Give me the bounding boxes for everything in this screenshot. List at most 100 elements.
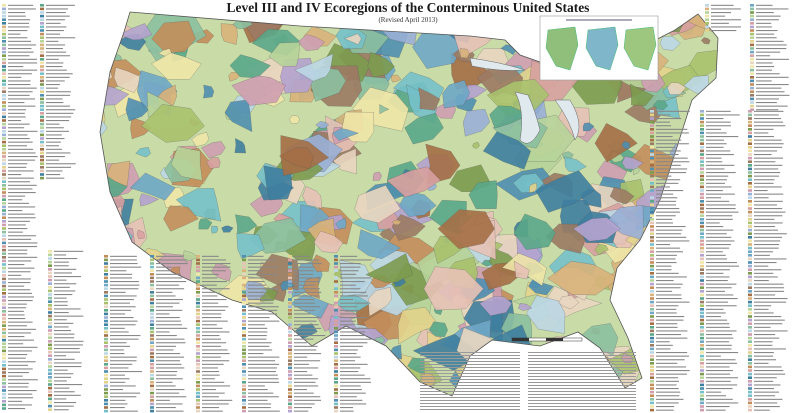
legend-swatch	[242, 402, 246, 406]
map-title: Level III and IV Ecoregions of the Conte…	[227, 0, 590, 15]
legend-swatch	[242, 377, 246, 380]
legend-text	[8, 404, 32, 406]
legend-text	[202, 313, 222, 315]
legend-text	[54, 272, 72, 274]
legend-text	[8, 188, 33, 190]
legend-swatch	[48, 347, 52, 350]
legend-text	[156, 353, 181, 355]
legend-text	[656, 377, 679, 379]
legend-swatch	[288, 337, 292, 341]
legend-swatch	[650, 174, 654, 178]
legend-swatch	[650, 365, 654, 369]
legend-swatch	[334, 287, 338, 290]
legend-swatch	[748, 354, 752, 358]
legend-swatch	[700, 318, 704, 322]
legend-text	[248, 407, 271, 409]
legend-swatch	[650, 257, 654, 261]
legend-text	[8, 102, 25, 104]
legend	[2, 4, 790, 413]
legend-swatch	[104, 359, 108, 362]
legend-swatch	[2, 112, 6, 115]
legend-text	[110, 263, 138, 265]
legend-swatch	[288, 352, 292, 355]
legend-text	[46, 159, 60, 161]
legend-swatch	[748, 290, 752, 293]
legend-text	[156, 381, 173, 383]
legend-text	[754, 366, 782, 368]
legend-text	[54, 279, 67, 281]
legend-text	[656, 128, 688, 130]
legend-text	[248, 392, 274, 394]
legend-swatch	[2, 133, 6, 137]
legend-swatch	[705, 4, 709, 7]
notes-text	[528, 379, 636, 380]
legend-swatch	[2, 245, 6, 248]
legend-swatch	[650, 142, 654, 145]
legend-text	[656, 406, 675, 408]
legend-swatch	[196, 359, 200, 362]
scale-bar-seg	[546, 338, 563, 341]
ecoregion	[344, 33, 362, 45]
legend-text	[656, 182, 679, 184]
legend-text	[706, 200, 730, 202]
legend-text	[756, 55, 771, 57]
legend-text	[8, 138, 30, 140]
legend-swatch	[150, 359, 154, 362]
legend-swatch	[40, 119, 44, 122]
notes-text	[528, 376, 636, 377]
legend-swatch	[650, 246, 654, 250]
legend-swatch	[700, 268, 704, 271]
legend-text	[8, 195, 26, 197]
legend-text	[754, 380, 774, 382]
scale-bar-seg	[512, 338, 529, 341]
legend-swatch	[2, 274, 6, 277]
ecoregion	[428, 321, 448, 337]
legend-text	[156, 399, 170, 401]
legend-text	[8, 40, 32, 42]
legend-text	[46, 102, 64, 104]
legend-swatch	[288, 391, 292, 395]
legend-swatch	[48, 318, 52, 321]
legend-text	[656, 319, 684, 321]
ecoregion	[289, 115, 300, 125]
legend-text	[202, 349, 228, 351]
legend-swatch	[150, 323, 154, 326]
legend-text	[110, 403, 128, 405]
ecoregion	[594, 123, 638, 163]
legend-text	[46, 26, 67, 28]
notes-text	[420, 370, 520, 371]
legend-swatch	[150, 269, 154, 272]
legend-text	[54, 405, 74, 407]
legend-text	[8, 202, 30, 204]
legend-text	[156, 263, 188, 265]
legend-text	[711, 30, 737, 32]
legend-swatch	[2, 108, 6, 111]
legend-swatch	[650, 124, 654, 127]
legend-text	[8, 145, 28, 147]
legend-swatch	[750, 94, 754, 97]
legend-swatch	[705, 18, 709, 21]
legend-text	[156, 273, 181, 275]
legend-swatch	[748, 203, 752, 207]
legend-swatch	[700, 326, 704, 329]
legend-swatch	[196, 352, 200, 355]
ecoregion	[170, 146, 203, 181]
legend-text	[202, 371, 220, 373]
legend-swatch	[40, 47, 44, 50]
legend-text	[294, 277, 321, 279]
legend-text	[340, 270, 359, 272]
legend-swatch	[2, 61, 6, 65]
legend-swatch	[288, 294, 292, 298]
ecoregion	[701, 37, 711, 45]
legend-swatch	[40, 58, 44, 61]
legend-swatch	[104, 399, 108, 402]
legend-swatch	[650, 272, 654, 275]
legend-text	[8, 15, 26, 17]
ecoregion	[139, 193, 159, 207]
legend-text	[656, 305, 679, 307]
legend-text	[46, 66, 63, 68]
legend-text	[294, 273, 314, 275]
legend-swatch	[705, 25, 709, 29]
legend-swatch	[334, 370, 338, 373]
legend-swatch	[700, 250, 704, 253]
